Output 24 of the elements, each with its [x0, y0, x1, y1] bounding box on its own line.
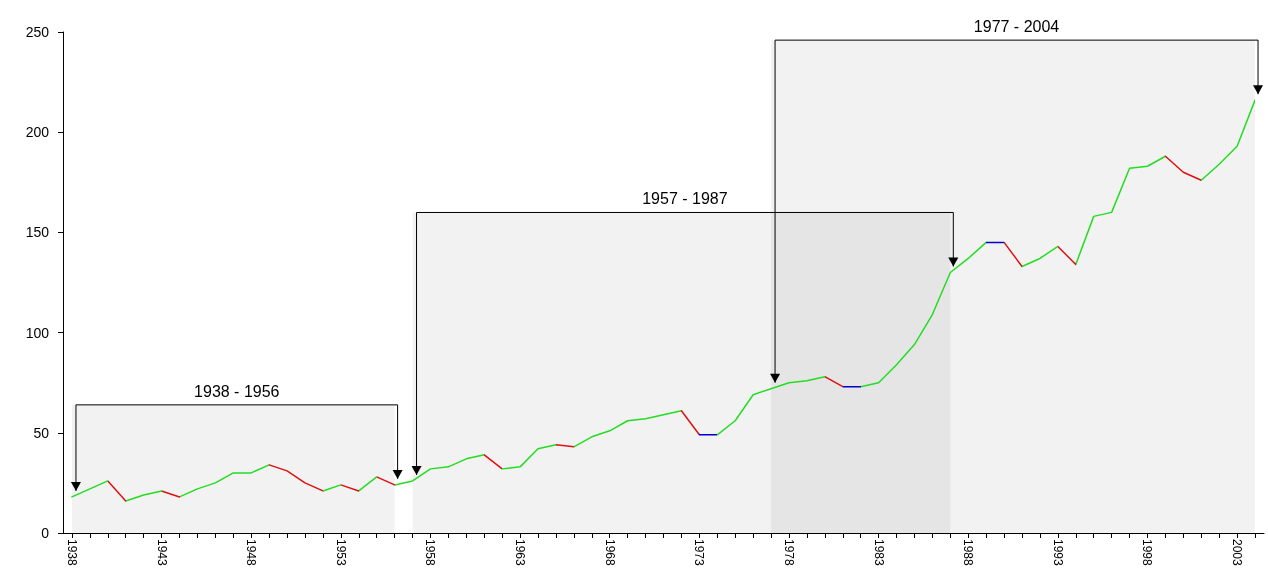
- y-tick-label: 200: [25, 124, 50, 141]
- x-tick-label: 1943: [154, 539, 169, 567]
- band-label: 1977 - 2004: [973, 18, 1060, 36]
- x-tick-label: 1983: [871, 539, 886, 567]
- line-series: [71, 99, 1256, 502]
- x-tick-label: 1998: [1140, 539, 1155, 567]
- y-tick-label: 150: [25, 224, 50, 241]
- x-tick-label: 2003: [1230, 539, 1245, 567]
- x-tick-label: 1988: [961, 539, 976, 567]
- x-tick-label: 1993: [1050, 539, 1065, 567]
- x-tick-label: 1953: [333, 539, 348, 567]
- x-tick-label: 1958: [423, 539, 438, 567]
- y-tick-label: 0: [41, 525, 50, 541]
- band-label: 1957 - 1987: [642, 190, 728, 208]
- x-tick-label: 1968: [602, 539, 617, 567]
- x-tick-label: 1938: [64, 539, 79, 567]
- x-tick-label: 1973: [692, 539, 707, 567]
- y-tick-label: 100: [25, 324, 50, 341]
- x-tick-label: 1948: [244, 539, 259, 567]
- band-label: 1938 - 1956: [194, 382, 280, 400]
- y-tick-label: 250: [25, 24, 50, 40]
- y-tick-label: 50: [33, 424, 50, 441]
- x-tick-label: 1978: [781, 539, 796, 567]
- x-tick-label: 1963: [513, 539, 528, 567]
